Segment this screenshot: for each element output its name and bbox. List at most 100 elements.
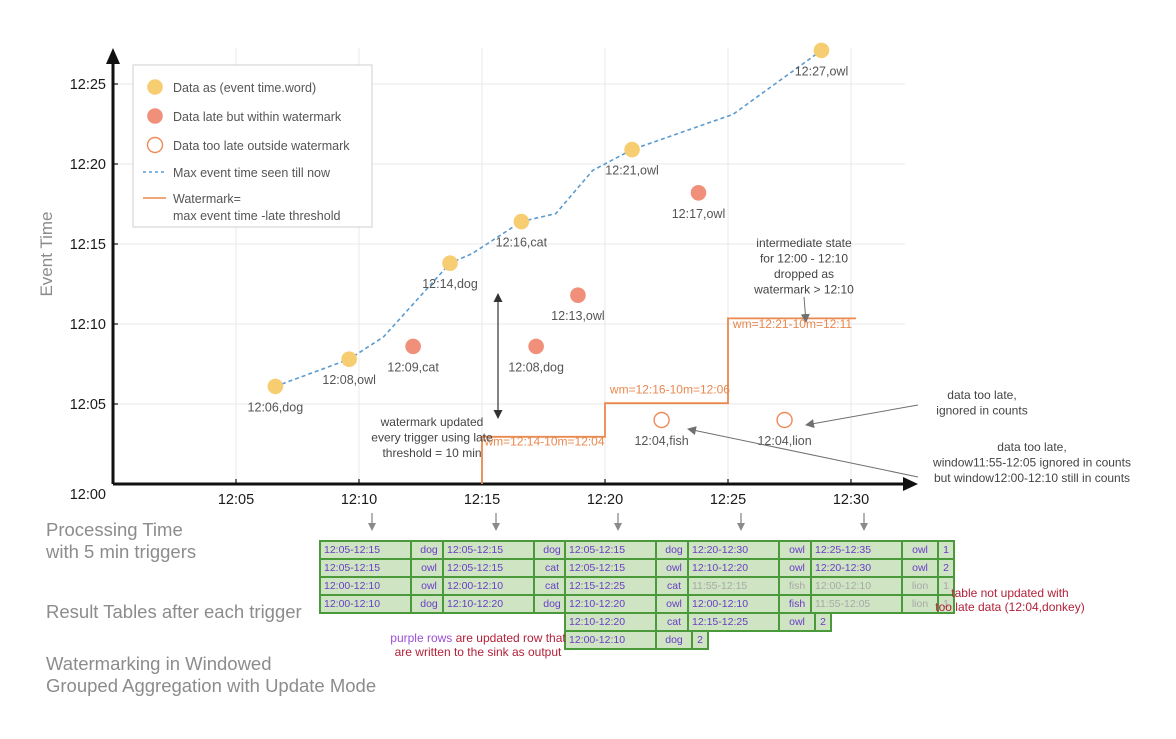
caption-line-2: Grouped Aggregation with Update Mode	[46, 675, 377, 696]
too-late-point	[776, 411, 793, 429]
annotation-ignored-arrow	[805, 404, 919, 429]
word-cell: owl	[657, 560, 691, 576]
window-cell: 11:55-12:05	[812, 596, 901, 612]
too-late-point	[653, 411, 670, 429]
on-time-point	[813, 42, 830, 59]
window-cell: 12:05-12:15	[566, 542, 655, 558]
annotation-window: window11:55-12:05 ignored in counts	[932, 456, 1131, 470]
window-cell: 12:05-12:15	[444, 560, 533, 576]
late-within-point	[528, 338, 544, 355]
x-tick-label: 12:20	[587, 492, 623, 508]
annotation-window: but window12:00-12:10 still in counts	[934, 471, 1130, 485]
word-cell: owl	[780, 614, 814, 630]
window-cell: 12:10-12:20	[566, 614, 655, 630]
table-row: 11:55-12:05 lion 1	[812, 596, 953, 612]
window-cell: 12:00-12:10	[444, 578, 533, 594]
table-row: 12:05-12:15dog2	[444, 542, 585, 558]
result-table-1230: 12:25-12:35 owl 1 12:20-12:30 owl 2 12:00-12…	[810, 540, 955, 614]
watermark-label: wm=12:21-10m=12:11	[732, 317, 853, 331]
on-time-point	[267, 378, 284, 395]
word-cell: owl	[412, 560, 446, 576]
trigger-arrow-head	[368, 523, 376, 531]
window-cell: 12:05-12:15	[566, 560, 655, 576]
trigger-arrow-head	[614, 523, 622, 531]
window-cell: 12:10-12:20	[689, 560, 778, 576]
watermark-label: wm=12:14-10m=12:04	[483, 435, 604, 449]
y-tick-label: 12:15	[70, 237, 106, 253]
processing-time-line-1: Processing Time	[46, 519, 183, 540]
legend-label: Data too late outside watermark	[173, 139, 350, 153]
y-axis-title: Event Time	[37, 211, 56, 296]
word-cell: dog	[412, 542, 446, 558]
legend-label: max event time -late threshold	[173, 209, 340, 223]
legend-too-late-marker	[146, 136, 164, 154]
window-cell: 12:10-12:20	[444, 596, 533, 612]
table-row: 12:05-12:15owl2	[566, 560, 707, 576]
count-cell: 1	[939, 596, 953, 612]
word-cell: owl	[657, 596, 691, 612]
purple-rows-highlight: purple rows	[390, 631, 453, 645]
window-cell: 12:00-12:10	[321, 578, 410, 594]
annotation-intermediate-arrow	[800, 296, 810, 323]
legend-label: Data as (event time.word)	[173, 81, 316, 95]
word-cell: dog	[535, 596, 569, 612]
count-cell: 1	[939, 542, 953, 558]
x-tick-label: 12:10	[341, 492, 377, 508]
annotation-window: data too late,	[997, 440, 1066, 454]
y-tick-label: 12:25	[70, 77, 106, 93]
late-within-point	[405, 338, 421, 355]
word-cell: fish	[780, 596, 814, 612]
trigger-arrow-head	[492, 523, 500, 531]
point-label: 12:09,cat	[387, 360, 439, 374]
on-time-point	[341, 351, 357, 368]
purple-rows-note: purple rows are updated row that are wri…	[358, 631, 598, 659]
window-cell: 12:15-12:25	[689, 614, 778, 630]
watermark-label: wm=12:16-10m=12:06	[609, 383, 730, 397]
annotation-intermediate-state: watermark > 12:10	[753, 283, 854, 297]
annotation-watermark-update: threshold = 10 min	[382, 446, 481, 460]
count-cell: 2	[939, 560, 953, 576]
word-cell: lion	[903, 578, 937, 594]
point-label: 12:14,dog	[422, 277, 478, 291]
trigger-arrow-head	[737, 523, 745, 531]
word-cell: dog	[657, 632, 691, 648]
point-label: 12:06,dog	[248, 400, 304, 414]
word-cell: cat	[535, 578, 569, 594]
window-cell: 11:55-12:15	[689, 578, 778, 594]
table-row: 12:00-12:10 lion 1	[812, 578, 953, 594]
annotation-watermark-update: every trigger using late	[371, 431, 493, 445]
x-tick-label: 12:25	[710, 492, 746, 508]
legend-label: Max event time seen till now	[173, 166, 331, 180]
word-cell: owl	[903, 542, 937, 558]
point-label: 12:04,fish	[634, 434, 688, 448]
caption-line-1: Watermarking in Windowed	[46, 653, 272, 674]
x-axis-arrowhead	[903, 477, 918, 491]
processing-time-line-2: with 5 min triggers	[46, 541, 197, 562]
count-cell: 2	[816, 614, 830, 630]
purple-rows-note-line-1: purple rows are updated row that	[358, 631, 598, 645]
window-cell: 12:00-12:10	[689, 596, 778, 612]
window-cell: 12:15-12:25	[566, 578, 655, 594]
window-cell: 12:05-12:15	[321, 560, 410, 576]
y-tick-label: 12:20	[70, 157, 106, 173]
purple-rows-note-line-2: are written to the sink as output	[394, 645, 562, 659]
y-axis-arrowhead	[106, 48, 120, 64]
word-cell: owl	[412, 578, 446, 594]
window-cell: 12:10-12:20	[566, 596, 655, 612]
count-cell: 1	[939, 578, 953, 594]
y-tick-label: 12:05	[70, 397, 106, 413]
window-cell: 12:20-12:30	[812, 560, 901, 576]
window-cell: 12:20-12:30	[689, 542, 778, 558]
late-within-point	[690, 185, 707, 201]
word-cell: owl	[780, 542, 814, 558]
annotation-intermediate-state: intermediate state	[756, 236, 852, 250]
legend-box	[132, 64, 373, 228]
